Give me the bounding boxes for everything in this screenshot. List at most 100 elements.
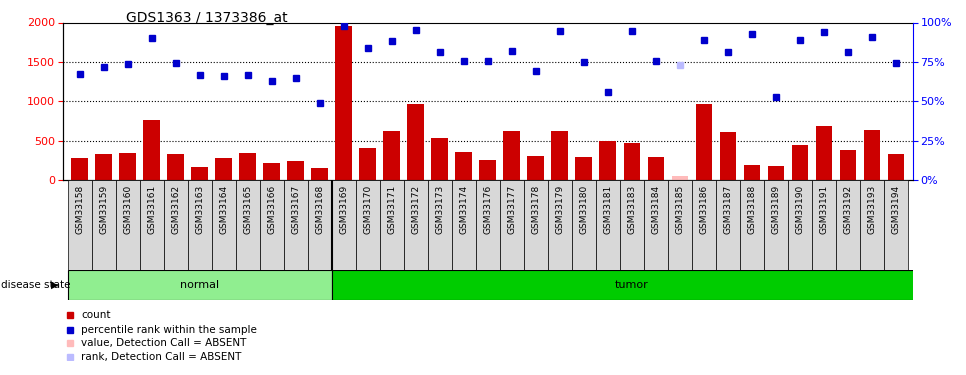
Text: GSM33165: GSM33165 bbox=[243, 184, 252, 234]
FancyBboxPatch shape bbox=[380, 180, 404, 270]
FancyBboxPatch shape bbox=[260, 180, 284, 270]
Bar bbox=[119, 153, 136, 180]
Text: GSM33184: GSM33184 bbox=[651, 184, 661, 234]
Text: GSM33181: GSM33181 bbox=[604, 184, 612, 234]
Bar bbox=[600, 141, 616, 180]
FancyBboxPatch shape bbox=[596, 180, 620, 270]
Text: GDS1363 / 1373386_at: GDS1363 / 1373386_at bbox=[126, 11, 287, 25]
FancyBboxPatch shape bbox=[812, 180, 836, 270]
FancyBboxPatch shape bbox=[620, 180, 644, 270]
Bar bbox=[671, 176, 689, 180]
Text: GSM33170: GSM33170 bbox=[363, 184, 372, 234]
Bar bbox=[552, 131, 568, 180]
Bar bbox=[647, 157, 665, 180]
FancyBboxPatch shape bbox=[692, 180, 716, 270]
Text: GSM33172: GSM33172 bbox=[412, 184, 420, 234]
Text: GSM33176: GSM33176 bbox=[483, 184, 493, 234]
FancyBboxPatch shape bbox=[644, 180, 668, 270]
Bar bbox=[240, 153, 256, 180]
FancyBboxPatch shape bbox=[331, 270, 920, 300]
Text: GSM33158: GSM33158 bbox=[75, 184, 84, 234]
Bar bbox=[408, 104, 424, 180]
FancyBboxPatch shape bbox=[884, 180, 908, 270]
Text: GSM33169: GSM33169 bbox=[339, 184, 349, 234]
Text: GSM33162: GSM33162 bbox=[171, 184, 180, 234]
Bar bbox=[888, 154, 904, 180]
Text: GSM33177: GSM33177 bbox=[507, 184, 517, 234]
FancyBboxPatch shape bbox=[187, 180, 212, 270]
FancyBboxPatch shape bbox=[116, 180, 140, 270]
Bar bbox=[432, 138, 448, 180]
Text: GSM33164: GSM33164 bbox=[219, 184, 228, 234]
Bar bbox=[287, 161, 304, 180]
Text: GSM33166: GSM33166 bbox=[268, 184, 276, 234]
FancyBboxPatch shape bbox=[860, 180, 884, 270]
FancyBboxPatch shape bbox=[764, 180, 788, 270]
Bar bbox=[503, 131, 521, 180]
Text: GSM33192: GSM33192 bbox=[843, 184, 853, 234]
Bar bbox=[215, 158, 232, 180]
Text: GSM33193: GSM33193 bbox=[867, 184, 876, 234]
Text: GSM33168: GSM33168 bbox=[315, 184, 325, 234]
Text: GSM33191: GSM33191 bbox=[819, 184, 829, 234]
Bar bbox=[720, 132, 736, 180]
Text: GSM33185: GSM33185 bbox=[675, 184, 685, 234]
Text: value, Detection Call = ABSENT: value, Detection Call = ABSENT bbox=[81, 338, 247, 348]
Text: GSM33186: GSM33186 bbox=[699, 184, 708, 234]
FancyBboxPatch shape bbox=[68, 180, 92, 270]
Bar bbox=[359, 148, 376, 180]
Text: disease state: disease state bbox=[1, 280, 71, 290]
Bar bbox=[455, 152, 472, 180]
FancyBboxPatch shape bbox=[355, 180, 380, 270]
Bar bbox=[527, 156, 544, 180]
Text: rank, Detection Call = ABSENT: rank, Detection Call = ABSENT bbox=[81, 352, 242, 362]
Bar bbox=[96, 154, 112, 180]
Bar bbox=[479, 159, 497, 180]
Text: GSM33188: GSM33188 bbox=[748, 184, 756, 234]
Bar bbox=[311, 168, 328, 180]
FancyBboxPatch shape bbox=[668, 180, 692, 270]
Bar bbox=[143, 120, 160, 180]
Text: GSM33194: GSM33194 bbox=[892, 184, 900, 234]
Text: count: count bbox=[81, 310, 111, 320]
FancyBboxPatch shape bbox=[572, 180, 596, 270]
Text: GSM33178: GSM33178 bbox=[531, 184, 540, 234]
FancyBboxPatch shape bbox=[740, 180, 764, 270]
Bar bbox=[671, 176, 689, 180]
Bar bbox=[839, 150, 857, 180]
FancyBboxPatch shape bbox=[548, 180, 572, 270]
FancyBboxPatch shape bbox=[499, 180, 524, 270]
Text: GSM33180: GSM33180 bbox=[580, 184, 588, 234]
FancyBboxPatch shape bbox=[716, 180, 740, 270]
Text: GSM33174: GSM33174 bbox=[459, 184, 469, 234]
Text: GSM33189: GSM33189 bbox=[772, 184, 781, 234]
Text: GSM33167: GSM33167 bbox=[291, 184, 300, 234]
Text: percentile rank within the sample: percentile rank within the sample bbox=[81, 324, 257, 334]
FancyBboxPatch shape bbox=[92, 180, 116, 270]
FancyBboxPatch shape bbox=[212, 180, 236, 270]
Bar bbox=[696, 104, 712, 180]
Text: tumor: tumor bbox=[615, 280, 649, 290]
FancyBboxPatch shape bbox=[788, 180, 812, 270]
FancyBboxPatch shape bbox=[163, 180, 187, 270]
Text: GSM33183: GSM33183 bbox=[627, 184, 637, 234]
Bar bbox=[71, 158, 88, 180]
Text: GSM33190: GSM33190 bbox=[796, 184, 805, 234]
FancyBboxPatch shape bbox=[331, 180, 355, 270]
FancyBboxPatch shape bbox=[404, 180, 428, 270]
Bar bbox=[864, 130, 880, 180]
Text: GSM33159: GSM33159 bbox=[99, 184, 108, 234]
Text: ▶: ▶ bbox=[51, 280, 59, 290]
FancyBboxPatch shape bbox=[524, 180, 548, 270]
Text: GSM33161: GSM33161 bbox=[147, 184, 156, 234]
FancyBboxPatch shape bbox=[140, 180, 163, 270]
Bar bbox=[167, 154, 185, 180]
Bar bbox=[815, 126, 833, 180]
FancyBboxPatch shape bbox=[452, 180, 476, 270]
FancyBboxPatch shape bbox=[68, 270, 331, 300]
Text: GSM33187: GSM33187 bbox=[724, 184, 732, 234]
Text: GSM33171: GSM33171 bbox=[387, 184, 396, 234]
FancyBboxPatch shape bbox=[428, 180, 452, 270]
Text: GSM33163: GSM33163 bbox=[195, 184, 204, 234]
FancyBboxPatch shape bbox=[236, 180, 260, 270]
